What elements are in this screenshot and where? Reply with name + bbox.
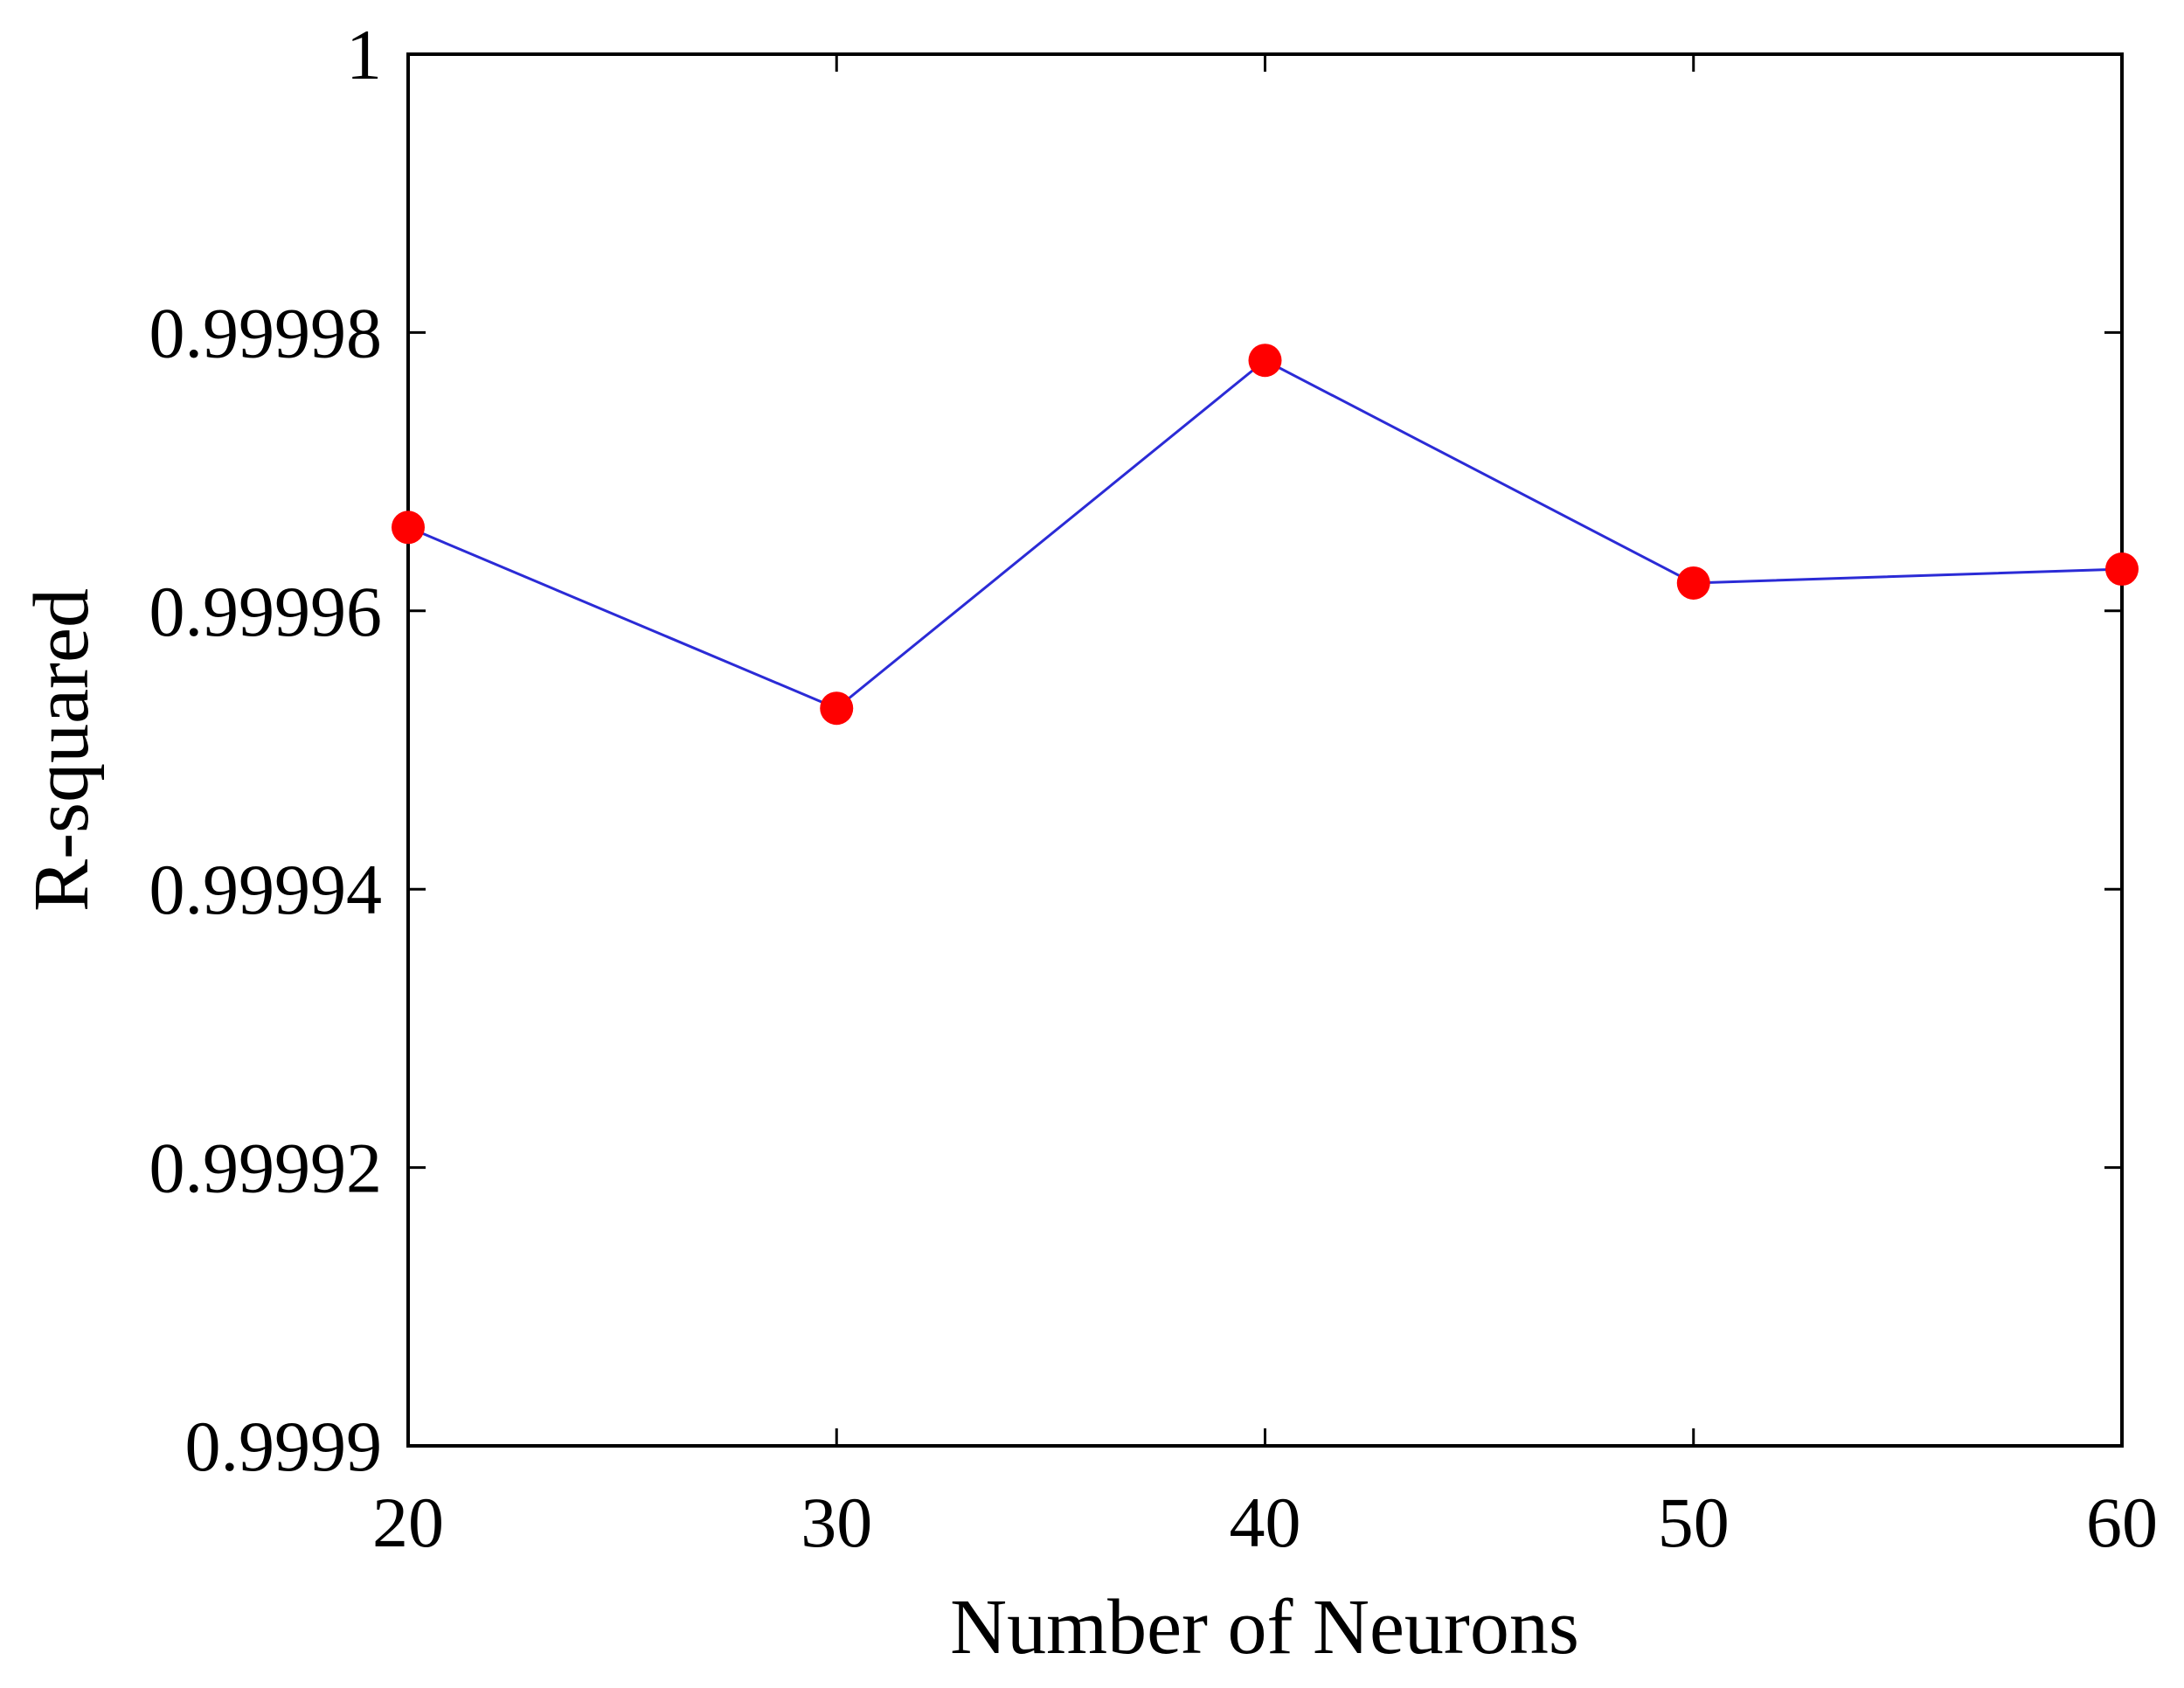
y-tick-label: 0.99996 — [149, 572, 383, 651]
data-point — [392, 511, 425, 545]
x-tick-label: 20 — [372, 1483, 444, 1562]
data-point — [1248, 344, 1282, 378]
series-layer — [392, 344, 2139, 726]
y-tick-label: 1 — [346, 15, 382, 94]
y-tick-label: 0.9999 — [185, 1407, 383, 1486]
x-tick-label: 40 — [1230, 1483, 1301, 1562]
data-point — [1676, 566, 1710, 600]
tick-labels: 20 30 40 50 60 0.9999 0.99992 0.99994 0.99996 0.9… — [149, 15, 2159, 1562]
y-tick-label: 0.99992 — [149, 1129, 383, 1208]
series-line — [407, 358, 2123, 710]
x-tick-label: 50 — [1658, 1483, 1730, 1562]
y-axis-label: R-squared — [18, 588, 105, 912]
x-axis-label: Number of Neurons — [950, 1584, 1579, 1671]
x-tick-label: 30 — [801, 1483, 872, 1562]
data-point — [2105, 552, 2139, 587]
tick-marks — [406, 52, 2124, 1448]
data-point — [820, 691, 854, 726]
x-tick-label: 60 — [2086, 1483, 2158, 1562]
y-tick-label: 0.99998 — [149, 293, 383, 372]
y-tick-label: 0.99994 — [149, 850, 383, 929]
plot-frame — [406, 52, 2124, 1448]
